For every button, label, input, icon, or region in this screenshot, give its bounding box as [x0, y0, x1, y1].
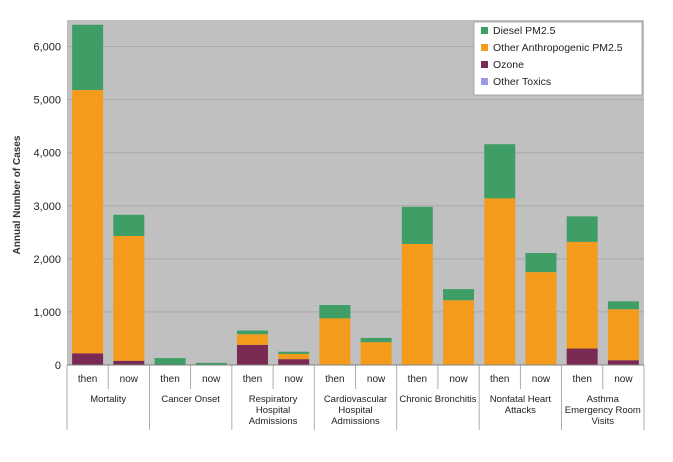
bar-segment-diesel-pm2-5-10: [484, 144, 516, 199]
group-label: Visits: [592, 416, 615, 427]
legend: Diesel PM2.5 Other Anthropogenic PM2.5 Ozo…: [473, 21, 643, 96]
bar-segment-other-anthropogenic-pm2-5-11: [525, 272, 557, 365]
y-ticks: 0 1,000 2,000 3,000 4,000 5,000 6,000: [33, 42, 61, 372]
legend-swatch: [481, 44, 488, 51]
bar-segment-diesel-pm2-5-5: [278, 351, 310, 354]
bar-segment-diesel-pm2-5-13: [607, 301, 639, 310]
bar-segment-diesel-pm2-5-7: [360, 337, 392, 343]
group-label: Hospital: [256, 405, 290, 416]
x-tick-label: then: [160, 374, 179, 385]
legend-swatch: [481, 27, 488, 34]
x-ticks: then now then now then now then now then now then n…: [66, 365, 645, 430]
bar-segment-ozone-0: [72, 353, 104, 365]
bar-segment-ozone-1: [113, 360, 145, 365]
x-tick-label: then: [325, 374, 344, 385]
y-tick-label: 5,000: [33, 95, 61, 107]
bar-segment-diesel-pm2-5-3: [195, 362, 227, 365]
bar-segment-diesel-pm2-5-0: [72, 24, 104, 91]
y-tick-label: 4,000: [33, 148, 61, 160]
x-tick-label: now: [284, 374, 303, 385]
group-labels: Mortality Cancer Onset RespiratoryHospital…: [90, 394, 641, 427]
x-tick-label: now: [202, 374, 221, 385]
bar-segment-diesel-pm2-5-8: [401, 206, 433, 244]
legend-box: [473, 21, 643, 96]
y-tick-label: 1,000: [33, 307, 61, 319]
legend-label: Ozone: [493, 59, 524, 71]
bars: [72, 24, 639, 365]
y-tick-label: 2,000: [33, 254, 61, 266]
x-tick-label: then: [572, 374, 591, 385]
group-label: Nonfatal Heart: [490, 394, 552, 405]
group-label: Attacks: [505, 405, 536, 416]
x-tick-label: then: [243, 374, 262, 385]
bar-segment-other-anthropogenic-pm2-5-12: [566, 241, 598, 349]
bar-segment-diesel-pm2-5-9: [443, 289, 475, 301]
bar-segment-other-anthropogenic-pm2-5-7: [360, 342, 392, 365]
bar-segment-diesel-pm2-5-12: [566, 216, 598, 242]
bar-segment-other-anthropogenic-pm2-5-9: [443, 300, 475, 365]
group-label: Emergency Room: [565, 405, 641, 416]
y-axis-label: Annual Number of Cases: [12, 135, 23, 254]
bar-segment-ozone-13: [607, 360, 639, 365]
bar-segment-other-anthropogenic-pm2-5-0: [72, 90, 104, 354]
bar-segment-other-anthropogenic-pm2-5-8: [401, 243, 433, 365]
group-label: Respiratory: [249, 394, 298, 405]
legend-swatch: [481, 78, 488, 85]
x-tick-label: then: [408, 374, 427, 385]
x-tick-label: now: [367, 374, 386, 385]
group-label: Asthma: [587, 394, 620, 405]
x-tick-label: then: [78, 374, 97, 385]
bar-segment-other-anthropogenic-pm2-5-1: [113, 236, 145, 361]
group-label: Admissions: [249, 416, 298, 427]
x-tick-label: now: [120, 374, 139, 385]
bar-segment-ozone-12: [566, 348, 598, 365]
bar-segment-diesel-pm2-5-6: [319, 305, 351, 319]
x-tick-label: now: [449, 374, 468, 385]
group-label: Cardiovascular: [324, 394, 387, 405]
legend-label: Other Anthropogenic PM2.5: [493, 42, 623, 54]
group-label: Cancer Onset: [161, 394, 220, 405]
legend-swatch: [481, 61, 488, 68]
bar-segment-ozone-4: [236, 344, 268, 365]
y-tick-label: 3,000: [33, 201, 61, 213]
legend-label: Other Toxics: [493, 76, 551, 88]
group-label: Admissions: [331, 416, 380, 427]
y-tick-label: 6,000: [33, 42, 61, 54]
y-tick-label: 0: [55, 360, 61, 372]
group-label: Mortality: [90, 394, 126, 405]
bar-segment-other-anthropogenic-pm2-5-6: [319, 318, 351, 365]
bar-segment-diesel-pm2-5-2: [154, 358, 186, 365]
bar-segment-other-anthropogenic-pm2-5-13: [607, 309, 639, 361]
bar-segment-other-anthropogenic-pm2-5-10: [484, 198, 516, 365]
bar-segment-diesel-pm2-5-11: [525, 253, 557, 273]
bar-segment-other-anthropogenic-pm2-5-4: [236, 334, 268, 345]
x-tick-label: then: [490, 374, 509, 385]
bar-segment-other-anthropogenic-pm2-5-5: [278, 353, 310, 360]
group-label: Hospital: [338, 405, 372, 416]
bar-segment-diesel-pm2-5-4: [236, 330, 268, 335]
x-tick-label: now: [614, 374, 633, 385]
bar-segment-ozone-5: [278, 359, 310, 365]
bar-segment-diesel-pm2-5-1: [113, 214, 145, 237]
x-tick-label: now: [532, 374, 551, 385]
group-label: Chronic Bronchitis: [399, 394, 476, 405]
legend-label: Diesel PM2.5: [493, 25, 556, 37]
